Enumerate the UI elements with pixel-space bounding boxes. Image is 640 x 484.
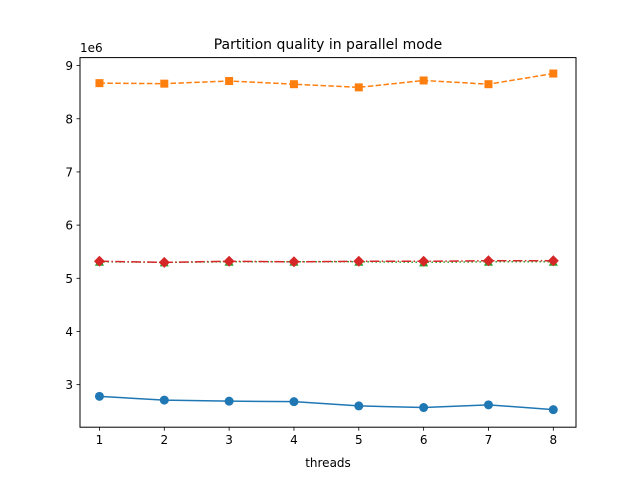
x-tick-label: 6 (420, 433, 428, 447)
series-2-point (354, 83, 363, 92)
series-4-point (158, 256, 170, 268)
series-4-line (99, 260, 554, 264)
x-tick-label: 4 (290, 433, 298, 447)
y-tick-label: 7 (65, 165, 73, 179)
plot-frame (79, 57, 577, 428)
series-2 (95, 69, 558, 92)
x-tick-label: 2 (160, 433, 168, 447)
y-tick-label: 3 (65, 378, 73, 392)
series-4-point (353, 255, 365, 267)
y-tick-label: 5 (65, 272, 73, 286)
series-4-point (418, 255, 430, 267)
x-tick-label: 1 (96, 433, 104, 447)
plot-background (80, 57, 576, 428)
series-1 (94, 391, 558, 415)
x-tick-label: 7 (485, 433, 493, 447)
series-4-point (547, 255, 559, 267)
x-tick-label: 5 (355, 433, 363, 447)
y-tick-label: 4 (65, 325, 73, 339)
series-2-point (289, 80, 298, 89)
y-tick-label: 8 (65, 112, 73, 126)
series-1-point (159, 395, 169, 405)
series-1-point (419, 403, 429, 413)
series-1-line (99, 395, 554, 411)
y-tick-label: 9 (65, 59, 73, 73)
series-2-point (419, 76, 428, 85)
axes-layer: 1 2 3 4 5 6 7 8 3 4 5 6 7 8 9 (65, 59, 557, 447)
chart-title: Partition quality in parallel mode (214, 37, 443, 53)
series-2-point (549, 69, 558, 78)
series-2-line (99, 72, 554, 89)
y-axis-offset-label: 1e6 (80, 41, 103, 55)
series-1-point (224, 396, 234, 406)
y-tick-label: 6 (65, 219, 73, 233)
series-4-point (288, 256, 300, 268)
series-4-point (223, 255, 235, 267)
x-axis-label: threads (305, 456, 351, 470)
x-tick-label: 3 (225, 433, 233, 447)
series-2-point (225, 76, 234, 85)
series-1-point (289, 397, 299, 407)
series-2-point (484, 80, 493, 89)
series-4 (93, 255, 559, 268)
x-tick-label: 8 (549, 433, 557, 447)
series-1-point (94, 391, 104, 401)
series-2-point (95, 79, 104, 88)
series-1-point (548, 405, 558, 415)
series-2-point (160, 79, 169, 88)
series-layer (93, 69, 559, 415)
series-1-point (483, 400, 493, 410)
series-4-point (482, 255, 494, 267)
series-1-point (354, 401, 364, 411)
series-4-point (93, 255, 105, 267)
